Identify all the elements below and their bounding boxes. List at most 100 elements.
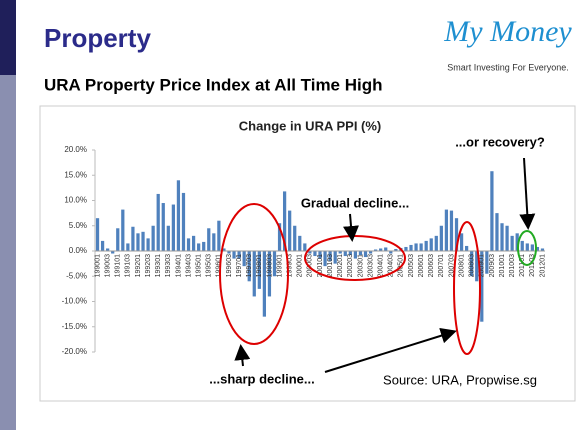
x-tick-label: 199603	[226, 254, 233, 277]
x-tick-label: 199401	[175, 254, 182, 277]
bar	[95, 218, 100, 251]
bar	[535, 246, 540, 251]
bar	[525, 243, 529, 251]
bar	[353, 251, 358, 259]
y-tick-label: 15.0%	[64, 170, 87, 179]
arrow	[343, 213, 359, 242]
bar	[333, 251, 337, 264]
highlight	[453, 221, 481, 355]
x-tick-label: 199901	[276, 254, 283, 277]
bar	[272, 251, 277, 277]
x-tick-label: 199001	[94, 254, 101, 277]
arrow	[324, 327, 457, 373]
x-tick-label: 200301	[357, 254, 364, 277]
bar	[409, 244, 413, 251]
bar	[475, 251, 479, 282]
y-tick-label: -20.0%	[62, 347, 87, 356]
bar	[429, 238, 433, 251]
bar	[106, 248, 110, 251]
bar	[222, 248, 226, 251]
bar	[374, 249, 378, 251]
bar	[540, 248, 545, 251]
x-tick-label: 199501	[195, 254, 202, 277]
bar	[237, 251, 241, 259]
bar	[257, 251, 261, 289]
bar	[277, 223, 282, 251]
bar	[282, 191, 287, 251]
x-tick-label: 200601	[418, 254, 425, 277]
x-tick-label: 200101	[317, 254, 324, 277]
annotation: ...or recovery?	[455, 134, 545, 149]
bar	[510, 235, 514, 251]
bar	[434, 235, 438, 251]
side-bar	[0, 75, 16, 430]
bar	[166, 225, 170, 251]
bar	[171, 204, 175, 251]
bar	[384, 247, 388, 251]
annotation: ...sharp decline...	[209, 371, 314, 386]
bar	[515, 233, 519, 251]
bar	[212, 233, 216, 251]
x-tick-label: 199101	[115, 254, 122, 277]
plot: -20.0% -15.0% -10.0% -5.0% 0.0% 5.0% 10.0% 15.0…	[62, 145, 547, 356]
logo-name: My Money	[443, 15, 572, 48]
x-tick-label: 199301	[155, 254, 162, 277]
y-tick-label: 10.0%	[64, 196, 87, 205]
y-tick-label: -15.0%	[62, 322, 87, 331]
bar	[419, 243, 423, 251]
bar	[181, 192, 186, 251]
bar	[186, 238, 191, 251]
bar	[530, 244, 534, 251]
bar	[161, 203, 165, 251]
y-tick-label: -5.0%	[66, 271, 87, 280]
x-tick-label: 200603	[428, 254, 435, 277]
x-tick-label: 200103	[327, 254, 334, 277]
y-tick-label: 20.0%	[64, 145, 87, 154]
bar	[247, 251, 251, 282]
bar	[323, 251, 327, 267]
x-tick-label: 200201	[337, 254, 344, 277]
bar	[444, 209, 449, 251]
bar	[136, 233, 140, 251]
bar	[111, 251, 115, 254]
highlights	[219, 157, 537, 373]
bar	[313, 251, 317, 257]
bar	[156, 193, 160, 251]
bar	[328, 251, 332, 262]
x-tick-label: 200903	[489, 254, 496, 277]
x-tick-label: 199903	[287, 254, 294, 277]
x-tick-label: 201001	[499, 254, 506, 277]
bar	[308, 251, 312, 254]
bar	[358, 251, 363, 256]
x-tick-label: 199803	[266, 254, 273, 277]
bar	[197, 243, 201, 251]
bar	[394, 248, 398, 251]
bar	[520, 240, 524, 251]
bar	[490, 171, 494, 251]
bar	[480, 251, 484, 322]
x-tick-label: 199701	[236, 254, 243, 277]
slide-subtitle: URA Property Price Index at All Time Hig…	[44, 75, 383, 94]
bar	[454, 218, 459, 251]
bar	[363, 251, 368, 258]
x-tick-label: 200001	[297, 254, 304, 277]
bar	[252, 251, 256, 297]
bar	[126, 243, 130, 251]
bar	[293, 225, 297, 251]
bar	[146, 238, 150, 251]
bar	[500, 223, 504, 251]
x-tick-label: 200403	[388, 254, 395, 277]
x-tick-label: 200303	[367, 254, 374, 277]
arrow	[234, 344, 251, 367]
bar	[424, 240, 428, 251]
annotation: Source: URA, Propwise.sg	[383, 372, 537, 387]
bar	[267, 251, 272, 297]
bar	[348, 251, 352, 256]
bar	[368, 251, 373, 254]
bar	[465, 245, 469, 251]
x-tick-label: 199403	[185, 254, 192, 277]
bar	[202, 241, 206, 251]
bar	[303, 243, 307, 251]
bar	[485, 251, 489, 274]
